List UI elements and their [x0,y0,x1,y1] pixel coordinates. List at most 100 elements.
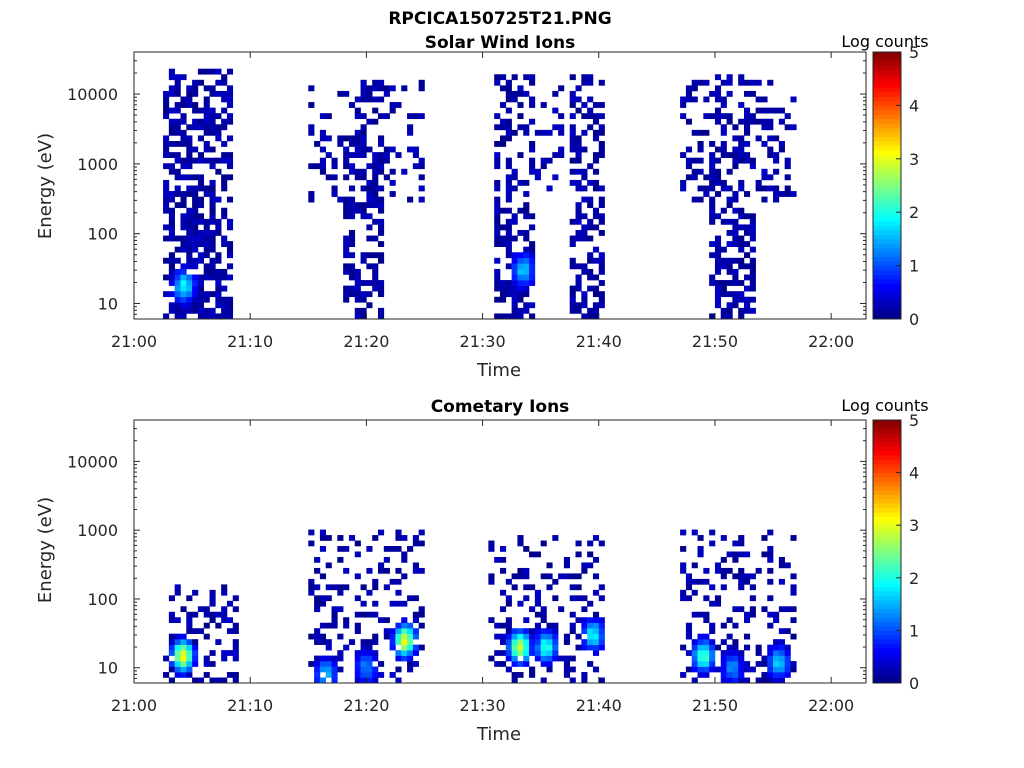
heatmap-cell [500,606,507,613]
heatmap-cell [337,141,344,147]
heatmap-cell [505,628,512,634]
heatmap-cell [168,74,175,81]
heatmap-cell [348,235,356,242]
plot-frame [133,51,867,320]
heatmap-cell [767,107,774,114]
heatmap-cell [569,291,576,298]
heatmap-cell [761,677,768,684]
heatmap-cell [378,252,385,259]
heatmap-cell [192,661,199,667]
heatmap-cell [505,179,512,186]
heatmap-cell [389,179,396,186]
heatmap-cell [174,274,181,281]
heatmap-cell [703,578,710,585]
heatmap-cell [500,313,507,320]
heatmap-cell [587,551,594,558]
heatmap-cell [540,540,547,547]
heatmap-cell [697,644,704,651]
heatmap-cell [773,152,780,158]
y-tick-label: 10000 [67,85,118,104]
heatmap-cell [337,589,344,596]
heatmap-cell [517,257,524,264]
y-tick-label: 100 [87,590,118,609]
heatmap-cell [714,157,722,164]
heatmap-cell [511,263,518,270]
colorbar-segment [873,83,901,88]
heatmap-cell [790,535,797,541]
heatmap-cell [418,163,425,170]
heatmap-cell [360,141,367,147]
heatmap-cell [569,179,576,186]
heatmap-cell [738,257,745,264]
heatmap-cell [703,644,710,651]
heatmap-cell [511,628,518,634]
heatmap-cell [761,196,768,203]
heatmap-cell [581,606,588,613]
heatmap-cell [209,107,216,114]
heatmap-cell [197,677,205,684]
heatmap-cell [511,650,518,656]
heatmap-cell [529,257,536,264]
colorbar-tick-label: 0 [909,674,919,693]
heatmap-cell [744,90,751,97]
heatmap-cell [500,224,507,231]
heatmap-cell [691,96,698,103]
heatmap-cell [203,113,210,120]
heatmap-cell [314,677,321,684]
heatmap-cell [726,168,733,175]
heatmap-cell [354,672,361,678]
heatmap-cell [534,174,541,181]
heatmap-cell [598,291,605,298]
heatmap-cell [412,113,419,120]
colorbar-segment [873,472,901,478]
heatmap-cell [221,96,228,103]
heatmap-cell [767,595,774,602]
heatmap-cell [500,74,507,81]
heatmap-cell [773,617,780,624]
heatmap-cell [552,639,559,645]
heatmap-cell [720,79,727,86]
colorbar-segment [873,167,901,173]
heatmap-cell [360,672,367,678]
heatmap-cell [592,617,600,624]
heatmap-cell [221,296,228,303]
heatmap-cell [778,661,785,667]
heatmap-cell [407,595,414,602]
heatmap-cell [186,157,193,164]
heatmap-cell [726,677,733,684]
heatmap-cell [534,129,541,136]
heatmap-cell [354,291,361,298]
heatmap-cell [540,163,547,170]
heatmap-cell [517,628,524,634]
heatmap-cell [360,79,367,86]
heatmap-cell [726,79,733,86]
heatmap-cell [343,567,350,574]
heatmap-cell [168,141,175,147]
heatmap-cell [517,102,524,108]
colorbar-segment [873,96,901,102]
heatmap-cell [598,628,605,634]
heatmap-cell [407,146,414,153]
heatmap-cell [598,540,605,547]
heatmap-cell [203,146,210,153]
heatmap-cell [192,291,199,298]
heatmap-cell [314,600,321,607]
heatmap-cell [598,113,605,120]
heatmap-cell [685,584,693,591]
colorbar-segment [873,216,901,222]
heatmap-cell [552,633,559,640]
heatmap-cell [575,285,582,292]
figure-title: RPCICA150725T21.PNG [388,9,611,29]
heatmap-cell [523,280,530,286]
heatmap-cell [372,666,379,673]
heatmap-cell [226,263,234,270]
heatmap-cell [348,207,356,214]
heatmap-cell [168,218,175,225]
heatmap-cell [180,135,187,142]
heatmap-cell [221,307,228,314]
heatmap-cell [598,185,605,192]
heatmap-cell [703,666,710,673]
heatmap-cell [685,573,693,580]
heatmap-cell [726,263,733,270]
heatmap-cell [174,202,181,209]
